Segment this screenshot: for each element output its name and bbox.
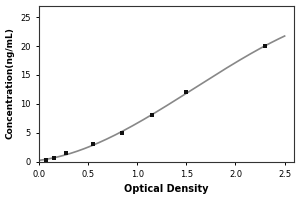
Y-axis label: Concentration(ng/mL): Concentration(ng/mL) xyxy=(6,28,15,139)
X-axis label: Optical Density: Optical Density xyxy=(124,184,209,194)
